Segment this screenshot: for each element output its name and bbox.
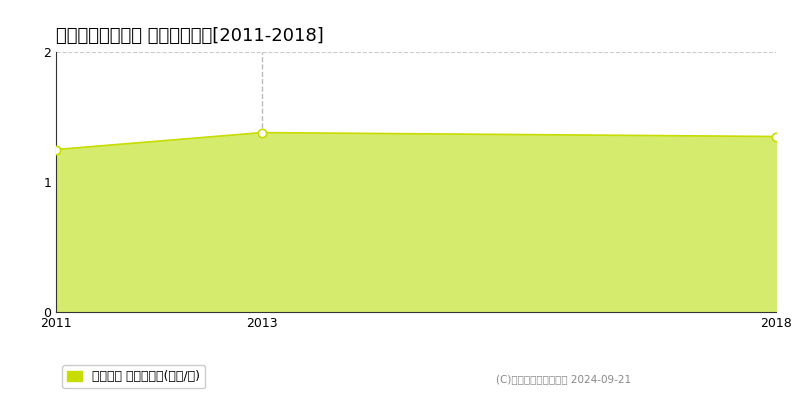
- Legend: 土地価格 平均坤単価(万円/坤): 土地価格 平均坤単価(万円/坤): [62, 365, 206, 388]
- Text: (C)土地価格ドットコム 2024-09-21: (C)土地価格ドットコム 2024-09-21: [496, 374, 631, 384]
- Text: 大沼郡金山町中川 土地価格推移[2011-2018]: 大沼郡金山町中川 土地価格推移[2011-2018]: [56, 27, 324, 45]
